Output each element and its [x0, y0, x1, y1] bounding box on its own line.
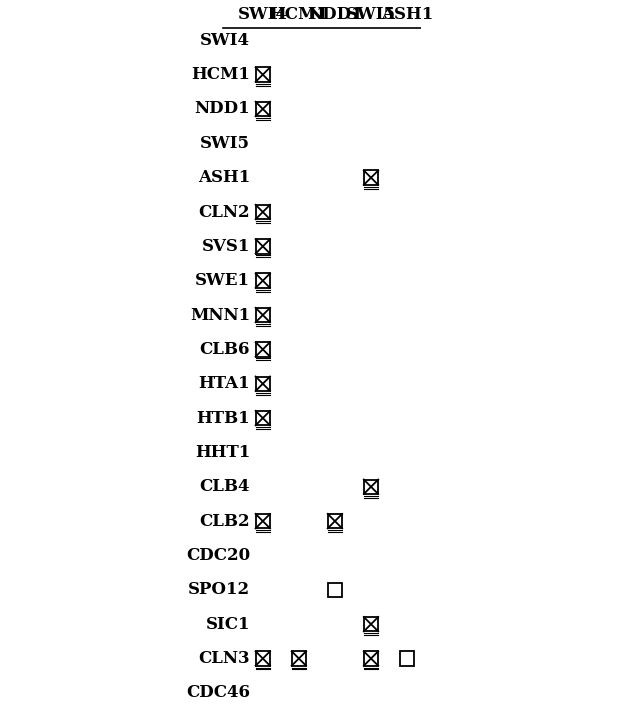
- Text: ASH1: ASH1: [198, 169, 250, 186]
- Bar: [364, 617, 378, 631]
- Text: HCM1: HCM1: [191, 66, 250, 83]
- Text: SIC1: SIC1: [205, 616, 250, 633]
- Text: SPO12: SPO12: [188, 581, 250, 598]
- Text: SWI5: SWI5: [200, 135, 250, 152]
- Bar: [328, 583, 342, 597]
- Text: HTA1: HTA1: [198, 375, 250, 392]
- Bar: [255, 205, 270, 219]
- Text: CLB6: CLB6: [200, 341, 250, 358]
- Text: MNN1: MNN1: [190, 307, 250, 324]
- Bar: [400, 651, 414, 666]
- Bar: [255, 308, 270, 322]
- Bar: [364, 651, 378, 666]
- Bar: [255, 377, 270, 391]
- Text: CLN3: CLN3: [198, 650, 250, 667]
- Bar: [364, 479, 378, 494]
- Bar: [328, 514, 342, 528]
- Bar: [255, 67, 270, 82]
- Text: CLB4: CLB4: [200, 478, 250, 496]
- Bar: [255, 342, 270, 356]
- Bar: [255, 102, 270, 116]
- Bar: [255, 651, 270, 666]
- Text: SWI4: SWI4: [200, 32, 250, 49]
- Text: CDC20: CDC20: [186, 547, 250, 564]
- Text: HTB1: HTB1: [196, 409, 250, 426]
- Text: HCM1: HCM1: [269, 6, 328, 23]
- Text: CLB2: CLB2: [200, 513, 250, 530]
- Text: ASH1: ASH1: [381, 6, 433, 23]
- Bar: [292, 651, 306, 666]
- Text: NDD1: NDD1: [307, 6, 363, 23]
- Bar: [255, 239, 270, 254]
- Bar: [255, 514, 270, 528]
- Text: SWI5: SWI5: [346, 6, 396, 23]
- Bar: [255, 274, 270, 288]
- Bar: [364, 170, 378, 185]
- Text: SWI4: SWI4: [238, 6, 288, 23]
- Bar: [255, 411, 270, 426]
- Text: SVS1: SVS1: [202, 238, 250, 255]
- Text: CLN2: CLN2: [198, 204, 250, 221]
- Text: CDC46: CDC46: [186, 684, 250, 701]
- Text: SWE1: SWE1: [195, 272, 250, 289]
- Text: NDD1: NDD1: [195, 100, 250, 117]
- Text: HHT1: HHT1: [195, 444, 250, 461]
